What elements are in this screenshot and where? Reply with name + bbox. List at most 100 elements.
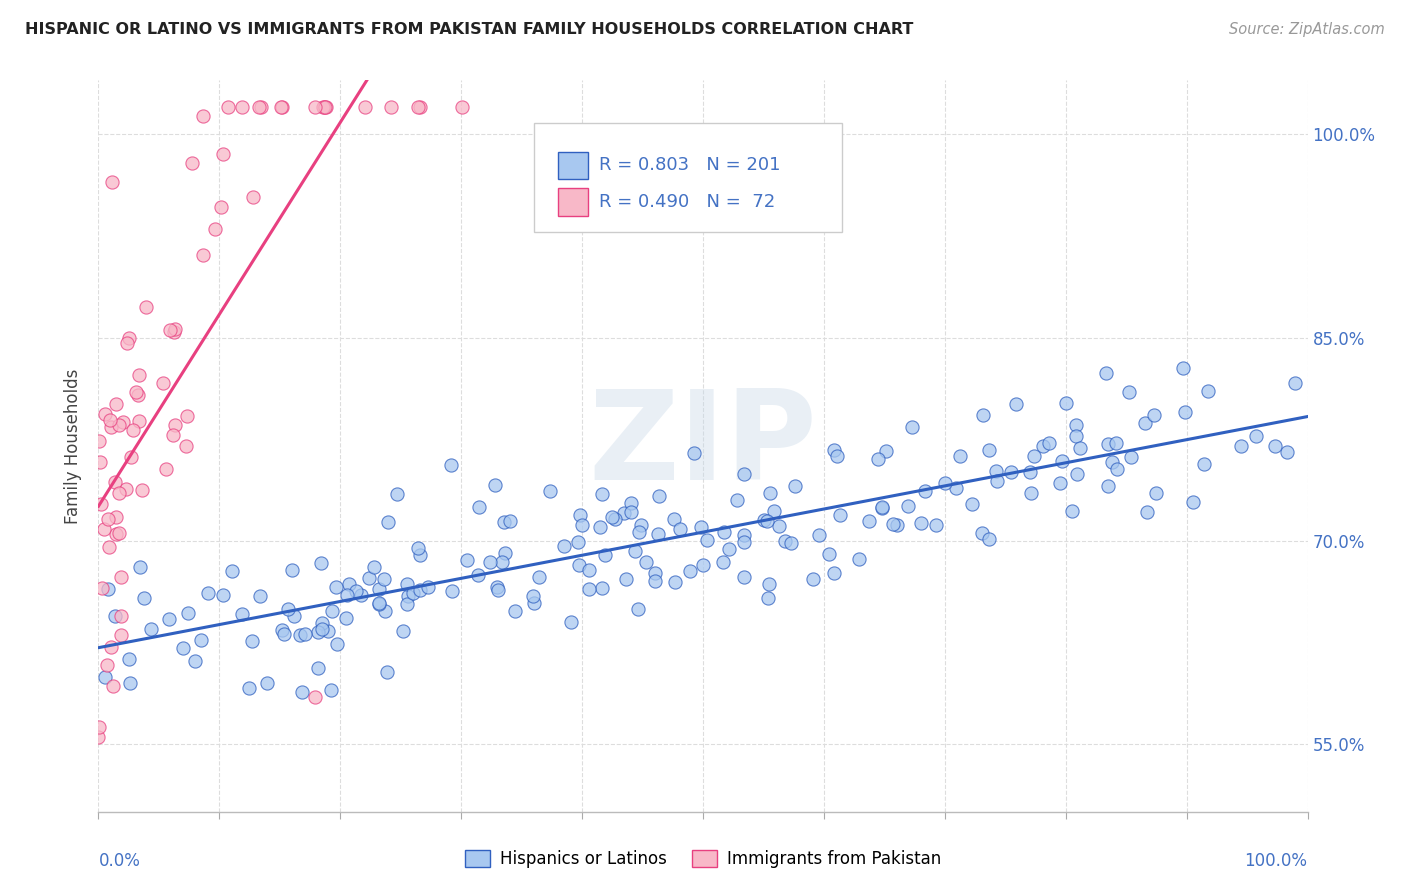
Point <box>118 676 141 690</box>
Point <box>1136 505 1159 519</box>
Point <box>648 489 671 503</box>
Point <box>211 147 233 161</box>
Point <box>311 100 333 114</box>
Point <box>1284 376 1306 390</box>
Point <box>311 616 333 631</box>
Point <box>972 525 994 540</box>
Point <box>1032 439 1054 453</box>
Point <box>972 408 994 422</box>
Point <box>669 522 692 536</box>
Point <box>270 623 292 637</box>
Point <box>344 584 367 599</box>
Point <box>335 611 357 625</box>
Point <box>180 156 202 170</box>
Point <box>773 534 796 549</box>
Point <box>97 582 120 597</box>
Point <box>440 458 463 472</box>
Point <box>1264 439 1286 453</box>
Point <box>486 583 509 598</box>
Point <box>131 483 153 497</box>
Point <box>630 517 652 532</box>
Point <box>644 566 666 581</box>
Point <box>1101 455 1123 469</box>
Point <box>485 580 508 594</box>
Point <box>314 100 336 114</box>
Point <box>624 544 647 558</box>
Point <box>817 547 839 561</box>
Point <box>94 407 117 421</box>
Point <box>733 535 755 549</box>
Point <box>644 574 666 588</box>
Point <box>620 505 643 519</box>
Point <box>593 548 616 562</box>
Point <box>1142 408 1164 422</box>
Point <box>977 532 1000 546</box>
Text: R = 0.490   N =  72: R = 0.490 N = 72 <box>599 194 775 211</box>
Point <box>402 586 425 600</box>
Point <box>662 512 685 526</box>
Point <box>945 481 967 495</box>
Point <box>309 556 332 570</box>
Point <box>395 577 418 591</box>
Point <box>110 628 132 642</box>
Point <box>204 221 226 235</box>
Point <box>527 569 550 583</box>
Point <box>984 464 1007 478</box>
Point <box>568 558 591 572</box>
Point <box>385 487 408 501</box>
Point <box>249 589 271 603</box>
Point <box>759 486 782 500</box>
Point <box>479 555 502 569</box>
Point <box>209 200 232 214</box>
Point <box>934 476 956 491</box>
Point <box>571 517 593 532</box>
Point <box>157 612 180 626</box>
Point <box>367 596 389 610</box>
Point <box>1194 457 1216 471</box>
Point <box>283 609 305 624</box>
Point <box>1230 438 1253 452</box>
Point <box>858 514 880 528</box>
Point <box>118 331 141 345</box>
Point <box>627 525 650 540</box>
Point <box>900 420 922 434</box>
Point <box>107 485 129 500</box>
Point <box>450 100 472 114</box>
Point <box>165 322 187 336</box>
Point <box>152 376 174 390</box>
Point <box>380 100 402 114</box>
Point <box>110 570 132 584</box>
Point <box>897 500 920 514</box>
Point <box>336 588 359 602</box>
Point <box>848 552 870 566</box>
Point <box>875 444 897 458</box>
Point <box>374 604 396 618</box>
Point <box>115 336 138 351</box>
Point <box>174 439 197 453</box>
Point <box>441 584 464 599</box>
Point <box>1005 397 1028 411</box>
Point <box>1069 442 1091 456</box>
Point <box>316 624 339 639</box>
Point <box>801 572 824 586</box>
Point <box>1118 384 1140 399</box>
Point <box>1181 495 1204 509</box>
Point <box>733 570 755 584</box>
Point <box>578 582 600 597</box>
Point <box>1038 436 1060 450</box>
Point <box>87 730 110 744</box>
Point <box>591 581 613 595</box>
Point <box>589 520 612 534</box>
Point <box>172 641 194 656</box>
Point <box>240 634 263 648</box>
Point <box>129 560 152 574</box>
Point <box>212 588 235 602</box>
Point <box>159 323 181 337</box>
Point <box>108 525 131 540</box>
Point <box>1064 417 1087 432</box>
Point <box>1097 437 1119 451</box>
Point <box>1050 454 1073 468</box>
Point <box>1095 366 1118 380</box>
Point <box>221 564 243 578</box>
Point <box>986 474 1008 488</box>
